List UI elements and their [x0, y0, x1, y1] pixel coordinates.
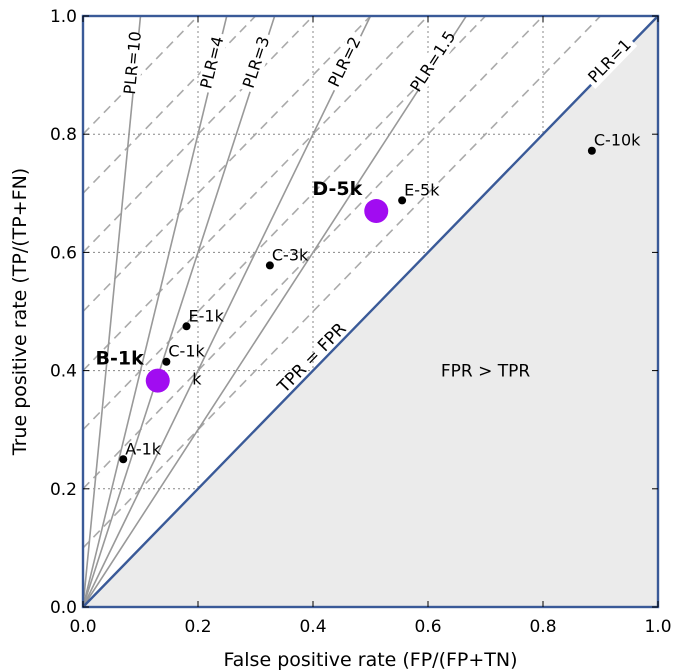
dashed-line — [83, 16, 257, 194]
x-axis-title: False positive rate (FP/(FP+TN) — [223, 649, 517, 671]
y-tick-label: 0.2 — [50, 480, 77, 500]
highlight-label: B-1k — [96, 348, 145, 370]
plot-frame — [81, 14, 660, 609]
y-tick-label: 0.4 — [50, 362, 77, 382]
plr-label-bg — [409, 31, 458, 92]
axis-ticks: 0.0 0.2 0.4 0.6 0.8 1.0 0.0 0.2 0.4 0.6 0.8 1.0 — [50, 7, 672, 637]
x-tick-label: 0.6 — [414, 617, 441, 637]
highlight-point — [145, 368, 170, 393]
plr-line — [83, 16, 142, 607]
plr-label: PLR=10 — [120, 30, 145, 95]
x-tick-label: 0.4 — [299, 617, 326, 637]
plr-label-group: PLR=4 — [196, 31, 229, 94]
tpr-equals-fpr-line — [82, 15, 659, 608]
plr-line — [83, 16, 372, 607]
plr-label-group: PLR=1.5 — [406, 27, 459, 95]
dashed-line — [83, 16, 602, 549]
point-label: E-1k — [189, 306, 225, 325]
data-point — [119, 455, 128, 464]
region-label: FPR > TPR — [441, 362, 531, 382]
data-points: A-1k C-1k E-1k C-3k E-5k C-10k k — [119, 131, 641, 464]
plr-line — [83, 16, 276, 607]
point-label: k — [192, 369, 202, 388]
dashed-line — [83, 16, 372, 313]
plr-label-bg — [582, 33, 638, 89]
dashed-line — [83, 16, 314, 253]
point-label: C-3k — [272, 245, 309, 264]
highlight-point — [364, 199, 389, 224]
x-tick-label: 0.2 — [184, 617, 211, 637]
point-label: C-10k — [594, 131, 641, 150]
plr-label-bg — [323, 31, 367, 93]
point-label: A-1k — [125, 439, 162, 458]
plr-label-group: PLR=10 — [120, 30, 145, 95]
plr-label: PLR=3 — [239, 34, 274, 91]
plr-label-bg — [196, 31, 229, 94]
plr-line — [83, 16, 468, 607]
plr-label-bg — [121, 32, 145, 94]
plr-label-bg — [238, 31, 275, 94]
x-tick-label: 0.8 — [529, 617, 556, 637]
data-point — [265, 261, 274, 270]
y-tick-label: 0.6 — [50, 243, 77, 263]
x-tick-label: 1.0 — [644, 617, 671, 637]
plr-lines — [83, 16, 602, 607]
y-tick-label: 0.0 — [50, 598, 77, 618]
plr-label: PLR=4 — [196, 34, 227, 90]
plr-line — [83, 16, 228, 607]
x-tick-label: 0.0 — [69, 617, 96, 637]
plr-labels: PLR=10 PLR=4 PLR=3 PLR=2 PLR=1.5 PLR=1 — [120, 27, 638, 95]
data-point — [398, 196, 407, 205]
dashed-line — [83, 16, 544, 490]
plr-label-group: PLR=2 — [323, 31, 367, 93]
plr-label: PLR=1.5 — [406, 27, 459, 95]
data-point — [182, 322, 191, 331]
highlight-label: D-5k — [312, 178, 362, 200]
y-tick-label: 1.0 — [50, 7, 77, 27]
dashed-line — [83, 16, 429, 372]
y-tick-label: 0.8 — [50, 125, 77, 145]
y-axis-title: True positive rate (TP/(TP+FN) — [9, 168, 31, 456]
plr-label: PLR=2 — [324, 34, 364, 90]
point-label: E-5k — [404, 180, 440, 199]
highlighted-points: B-1k D-5k — [96, 178, 389, 393]
data-point — [162, 357, 171, 366]
point-label: C-1k — [168, 342, 205, 361]
plr-label-group: PLR=3 — [238, 31, 275, 94]
data-point — [587, 146, 596, 155]
